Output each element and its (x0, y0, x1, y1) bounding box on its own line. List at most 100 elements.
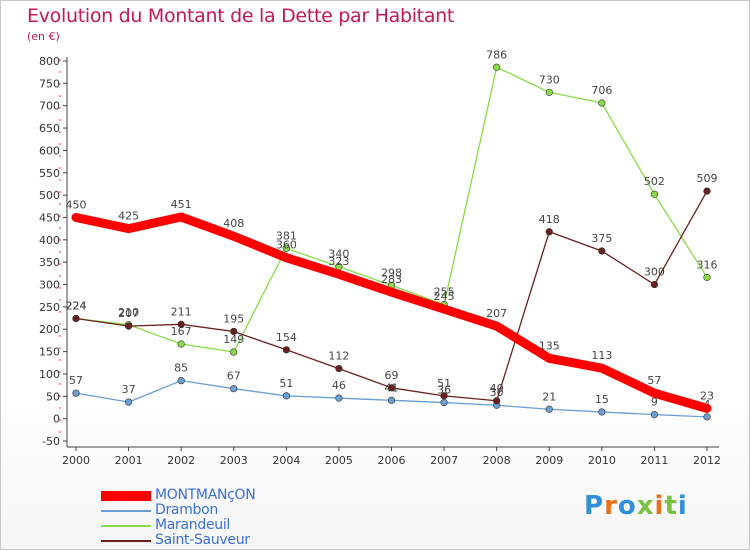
data-label-drambon: 85 (174, 362, 188, 375)
data-label-montman-on: 360 (276, 239, 297, 252)
data-label-drambon: 51 (279, 377, 293, 390)
y-tick-label: 50 (46, 390, 60, 403)
x-tick-label: 2008 (483, 454, 511, 467)
data-label-montman-on: 207 (486, 307, 507, 320)
y-tick-label: 200 (39, 323, 60, 336)
data-label-marandeuil: 502 (644, 175, 665, 188)
data-point-drambon (177, 377, 185, 385)
data-point-montman-on (650, 389, 659, 398)
data-point-saint-sauveur (598, 247, 606, 255)
data-label-saint-sauveur: 224 (66, 300, 87, 313)
y-tick-label: 450 (39, 211, 60, 224)
data-point-marandeuil (282, 244, 290, 252)
data-label-marandeuil: 210 (118, 306, 139, 319)
data-label-marandeuil: 706 (591, 84, 612, 97)
logo-letter: i (677, 491, 688, 521)
y-tick-label: 550 (39, 167, 60, 180)
y-tick-label: 700 (39, 100, 60, 113)
data-label-marandeuil: 149 (223, 333, 244, 346)
data-point-montman-on (282, 253, 291, 262)
legend-swatch (101, 524, 151, 527)
data-label-marandeuil: 298 (381, 266, 402, 279)
data-label-saint-sauveur: 418 (539, 213, 560, 226)
data-label-montman-on: 135 (539, 339, 560, 352)
x-tick-label: 2002 (167, 454, 195, 467)
x-tick-label: 2006 (378, 454, 406, 467)
logo-letter: t (664, 491, 678, 521)
legend-swatch (101, 509, 151, 512)
data-label-montman-on: 451 (171, 198, 192, 211)
data-point-marandeuil (177, 340, 185, 348)
legend-label: Saint-Sauveur (155, 532, 250, 548)
data-label-saint-sauveur: 509 (697, 172, 718, 185)
y-tick-label: 0 (53, 413, 60, 426)
data-point-drambon (230, 385, 238, 393)
data-label-montman-on: 323 (328, 255, 349, 268)
data-label-marandeuil: 255 (434, 286, 455, 299)
x-tick-label: 2011 (640, 454, 668, 467)
data-point-drambon (72, 389, 80, 397)
data-label-drambon: 46 (332, 379, 346, 392)
data-label-drambon: 37 (122, 383, 136, 396)
data-label-saint-sauveur: 375 (591, 232, 612, 245)
data-label-marandeuil: 381 (276, 229, 297, 242)
data-label-montman-on: 425 (118, 210, 139, 223)
x-tick-label: 2012 (693, 454, 721, 467)
x-tick-label: 2007 (430, 454, 458, 467)
data-point-montman-on (387, 288, 396, 297)
data-point-montman-on (124, 224, 133, 233)
data-point-drambon (545, 405, 553, 413)
data-point-saint-sauveur (72, 314, 80, 323)
legend-swatch (101, 490, 151, 501)
data-point-marandeuil (598, 99, 606, 107)
proxiti-logo: Proxiti (584, 491, 688, 521)
legend-label: Marandeuil (155, 517, 231, 533)
data-label-saint-sauveur: 51 (437, 377, 451, 390)
data-point-marandeuil (230, 348, 238, 356)
y-tick-label: 300 (39, 279, 60, 292)
data-label-marandeuil: 786 (486, 48, 507, 61)
legend-item: Drambon (101, 502, 255, 518)
data-label-marandeuil: 316 (697, 258, 718, 271)
legend-item: MONTMANçON (101, 487, 256, 503)
chart-title: Evolution du Montant de la Dette par Hab… (27, 5, 455, 27)
data-label-drambon: 36 (437, 384, 451, 397)
data-label-montman-on: 57 (647, 374, 661, 387)
data-point-saint-sauveur (230, 327, 238, 336)
legend-item: Saint-Sauveur (101, 532, 255, 548)
x-tick-label: 2001 (115, 454, 143, 467)
data-point-drambon (282, 392, 290, 400)
data-label-saint-sauveur: 112 (328, 350, 349, 363)
y-tick-label: 400 (39, 234, 60, 247)
data-label-drambon: 67 (227, 370, 241, 383)
data-point-marandeuil (493, 63, 501, 71)
logo-letter: P (584, 491, 605, 521)
legend-swatch (101, 539, 151, 542)
chart-legend: MONTMANçON Drambon Marandeuil Saint-Sauveur (101, 487, 256, 548)
data-point-saint-sauveur (387, 384, 396, 392)
data-point-montman-on (703, 404, 711, 413)
y-tick-label: 350 (39, 256, 60, 269)
y-tick-label: 100 (39, 368, 60, 381)
data-label-saint-sauveur: 40 (490, 382, 504, 395)
data-label-montman-on: 23 (700, 389, 714, 402)
y-tick-label: 500 (39, 189, 60, 202)
y-tick-label: 750 (39, 77, 60, 90)
data-label-montman-on: 450 (66, 198, 87, 211)
legend-label: Drambon (155, 502, 218, 518)
data-label-marandeuil: 224 (66, 300, 87, 313)
data-point-saint-sauveur (545, 228, 553, 236)
data-point-montman-on (229, 232, 238, 241)
data-point-montman-on (440, 305, 449, 314)
y-tick-label: 150 (39, 346, 60, 359)
data-point-saint-sauveur (650, 280, 659, 289)
logo-letter: x (636, 491, 655, 521)
data-point-drambon (598, 408, 606, 416)
data-point-drambon (650, 411, 659, 419)
data-point-marandeuil (545, 88, 553, 96)
x-tick-label: 2010 (588, 454, 616, 467)
data-point-drambon (335, 394, 343, 402)
data-point-saint-sauveur (124, 322, 133, 330)
data-label-saint-sauveur: 207 (118, 307, 139, 320)
